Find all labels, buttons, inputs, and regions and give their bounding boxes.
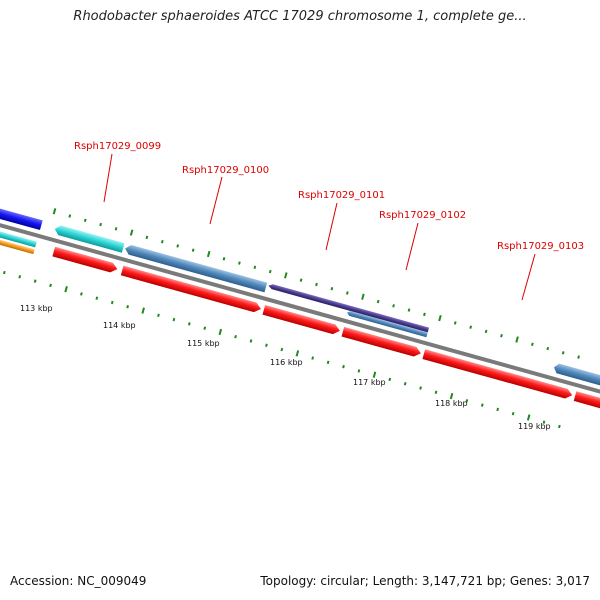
upstream-orange-feature[interactable] xyxy=(0,222,35,255)
topology-text: Topology: circular; Length: 3,147,721 bp… xyxy=(260,574,590,588)
inner-tick-track xyxy=(2,270,561,429)
forward-strand-features xyxy=(0,214,600,412)
gene-0104-cds[interactable] xyxy=(573,391,600,412)
gene-label-0102[interactable]: Rsph17029_0102 xyxy=(379,210,466,221)
map-title: Rhodobacter sphaeroides ATCC 17029 chrom… xyxy=(73,9,527,24)
scale-label-118: 118 kbp xyxy=(435,399,468,408)
gene-label-0101[interactable]: Rsph17029_0101 xyxy=(298,190,385,201)
gene-0102-cds[interactable] xyxy=(341,326,422,358)
gene-0103-upper-feature[interactable] xyxy=(553,363,600,391)
gene-0099-cds[interactable] xyxy=(52,246,118,274)
scale-label-116: 116 kbp xyxy=(270,358,303,367)
scale-label-117: 117 kbp xyxy=(353,378,386,387)
reverse-strand-features xyxy=(0,193,600,391)
upstream-cyan-feature[interactable] xyxy=(0,214,37,248)
gene-0102-feature[interactable] xyxy=(346,310,428,338)
gene-0099-feature[interactable] xyxy=(53,224,125,253)
scale-label-115: 115 kbp xyxy=(187,339,220,348)
gene-0100-cds[interactable] xyxy=(120,265,262,314)
gene-label-0099[interactable]: Rsph17029_0099 xyxy=(74,141,161,152)
gene-0101-cds[interactable] xyxy=(262,304,341,336)
scale-label-119: 119 kbp xyxy=(518,422,551,431)
chromosome-backbone xyxy=(0,196,600,404)
outer-tick-track xyxy=(52,208,580,359)
gene-0103-cds[interactable] xyxy=(422,349,573,400)
gene-label-0100[interactable]: Rsph17029_0100 xyxy=(182,165,269,176)
gene-label-0103[interactable]: Rsph17029_0103 xyxy=(497,241,584,252)
scale-label-114: 114 kbp xyxy=(103,321,136,330)
accession-text: Accession: NC_009049 xyxy=(10,574,147,588)
scale-label-113: 113 kbp xyxy=(20,304,53,313)
upstream-blue-feature[interactable] xyxy=(0,193,43,231)
gene-0101-feature[interactable] xyxy=(268,283,430,333)
label-leaders xyxy=(103,153,536,301)
gene-0100-feature[interactable] xyxy=(124,244,268,293)
